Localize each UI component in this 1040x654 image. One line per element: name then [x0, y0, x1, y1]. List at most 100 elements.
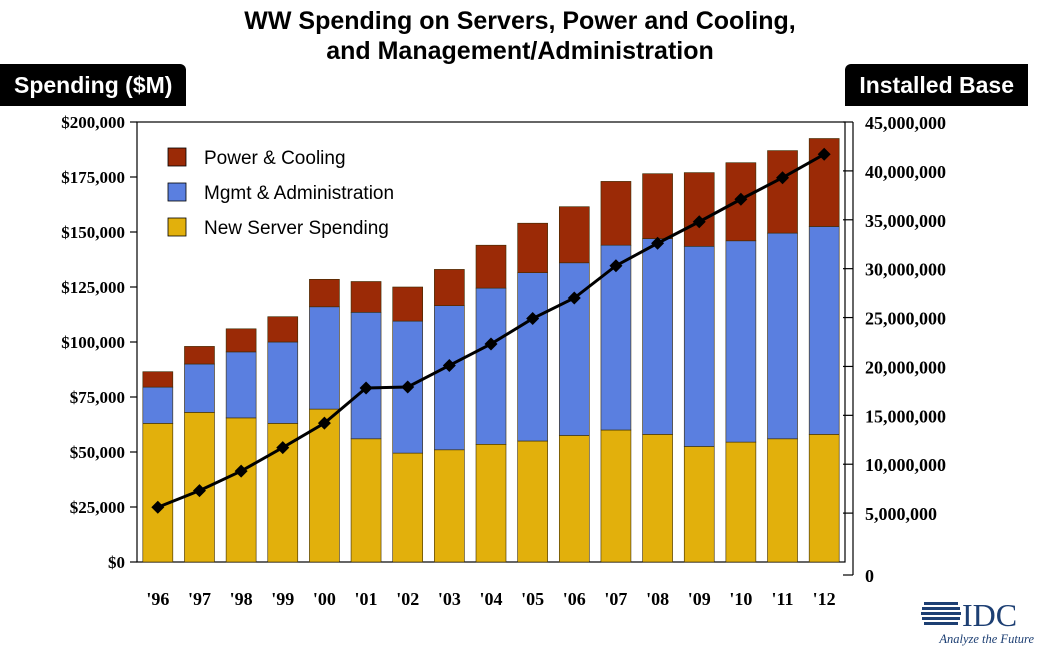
- y-right-tick-label: 30,000,000: [865, 260, 946, 280]
- bar-power-cooling: [642, 173, 673, 239]
- bar-mgmt-administration: [808, 226, 840, 435]
- installed-base-marker: [567, 291, 581, 305]
- installed-base-marker: [192, 484, 206, 498]
- installed-base-marker: [526, 312, 540, 326]
- installed-base-marker: [317, 416, 331, 430]
- bar-power-cooling: [600, 181, 632, 246]
- x-tick-label: '04: [479, 589, 502, 609]
- x-tick-label: '07: [604, 589, 627, 609]
- idc-logo-globe-icon: [921, 602, 961, 625]
- bar-new-server-spending: [350, 438, 382, 563]
- y-left-tick-label: $150,000: [61, 223, 125, 242]
- bar-mgmt-administration: [309, 306, 340, 410]
- installed-base-marker: [609, 259, 623, 273]
- installed-base-marker: [151, 500, 165, 514]
- bar-new-server-spending: [600, 429, 632, 563]
- x-tick-label: '06: [563, 589, 586, 609]
- bar-mgmt-administration: [434, 305, 465, 451]
- bar-new-server-spending: [142, 423, 174, 563]
- bar-power-cooling: [225, 328, 257, 353]
- bar-new-server-spending: [558, 435, 590, 563]
- bar-new-server-spending: [434, 449, 465, 563]
- idc-logo: IDC: [921, 597, 1017, 633]
- bar-mgmt-administration: [142, 386, 174, 424]
- y-right-tick-label: 40,000,000: [865, 162, 946, 182]
- x-tick-label: '96: [146, 589, 169, 609]
- bar-power-cooling: [683, 172, 715, 247]
- legend-swatch: [167, 217, 187, 237]
- bar-new-server-spending: [767, 438, 798, 563]
- idc-tagline: Analyze the Future: [939, 632, 1034, 646]
- y-right-tick-label: 10,000,000: [865, 455, 946, 475]
- x-tick-label: '01: [355, 589, 378, 609]
- bar-new-server-spending: [475, 443, 507, 563]
- bar-power-cooling: [558, 206, 590, 264]
- bar-mgmt-administration: [517, 272, 548, 442]
- y-left-tick-label: $125,000: [61, 278, 125, 297]
- bar-new-server-spending: [642, 434, 673, 563]
- bar-mgmt-administration: [225, 351, 257, 419]
- x-tick-label: '97: [188, 589, 211, 609]
- bar-mgmt-administration: [767, 232, 798, 440]
- bar-power-cooling: [434, 269, 465, 306]
- installed-base-marker: [276, 441, 290, 455]
- bar-mgmt-administration: [600, 244, 632, 431]
- x-tick-label: '05: [521, 589, 544, 609]
- bar-mgmt-administration: [725, 240, 757, 443]
- y-right-tick-label: 45,000,000: [865, 113, 946, 133]
- bar-mgmt-administration: [350, 311, 382, 440]
- bar-new-server-spending: [517, 440, 548, 563]
- chart-title-line-1: WW Spending on Servers, Power and Coolin…: [244, 7, 796, 35]
- bar-power-cooling: [350, 281, 382, 313]
- y-right-tick-label: 0: [865, 566, 874, 586]
- x-tick-label: '09: [688, 589, 711, 609]
- installed-base-marker: [359, 381, 373, 395]
- bar-new-server-spending: [309, 408, 340, 563]
- bar-mgmt-administration: [642, 238, 673, 435]
- x-tick-label: '08: [646, 589, 669, 609]
- installed-base-marker: [817, 147, 831, 161]
- legend-swatch: [167, 182, 187, 202]
- legend-label: Power & Cooling: [204, 148, 346, 169]
- installed-base-marker: [734, 192, 748, 206]
- y-left-axis-title: Spending ($M): [0, 64, 187, 106]
- installed-base-marker: [692, 215, 706, 229]
- legend-label: Mgmt & Administration: [204, 183, 394, 204]
- x-tick-label: '99: [271, 589, 294, 609]
- installed-base-marker: [234, 464, 248, 478]
- x-tick-label: '10: [729, 589, 752, 609]
- bar-new-server-spending: [392, 452, 424, 563]
- chart-title-line-2: and Management/Administration: [326, 37, 714, 65]
- y-left-tick-label: $50,000: [70, 443, 125, 462]
- bar-new-server-spending: [225, 417, 257, 563]
- bar-mgmt-administration: [184, 363, 215, 413]
- y-right-tick-label: 5,000,000: [865, 504, 937, 524]
- y-left-tick-label: $175,000: [61, 168, 125, 187]
- y-right-tick-label: 25,000,000: [865, 309, 946, 329]
- y-left-tick-label: $100,000: [61, 333, 125, 352]
- installed-base-marker: [651, 236, 665, 250]
- bar-mgmt-administration: [683, 246, 715, 447]
- bar-power-cooling: [142, 371, 174, 388]
- installed-base-marker: [401, 380, 415, 394]
- bar-power-cooling: [309, 278, 340, 308]
- x-tick-label: '00: [313, 589, 336, 609]
- installed-base-marker: [442, 358, 456, 372]
- bar-power-cooling: [767, 150, 798, 234]
- bar-power-cooling: [184, 346, 215, 365]
- y-right-tick-label: 15,000,000: [865, 406, 946, 426]
- bar-power-cooling: [392, 286, 424, 322]
- x-tick-label: '03: [438, 589, 461, 609]
- bar-new-server-spending: [683, 446, 715, 563]
- x-tick-label: '02: [396, 589, 419, 609]
- legend-swatch: [167, 147, 187, 167]
- bar-power-cooling: [267, 316, 299, 343]
- y-right-tick-label: 20,000,000: [865, 357, 946, 377]
- installed-base-marker: [484, 337, 498, 351]
- bar-power-cooling: [475, 244, 507, 289]
- installed-base-marker: [776, 171, 790, 185]
- legend-label: New Server Spending: [204, 218, 389, 239]
- x-tick-label: '12: [813, 589, 836, 609]
- idc-logo-text: IDC: [962, 597, 1017, 633]
- bar-mgmt-administration: [475, 287, 507, 445]
